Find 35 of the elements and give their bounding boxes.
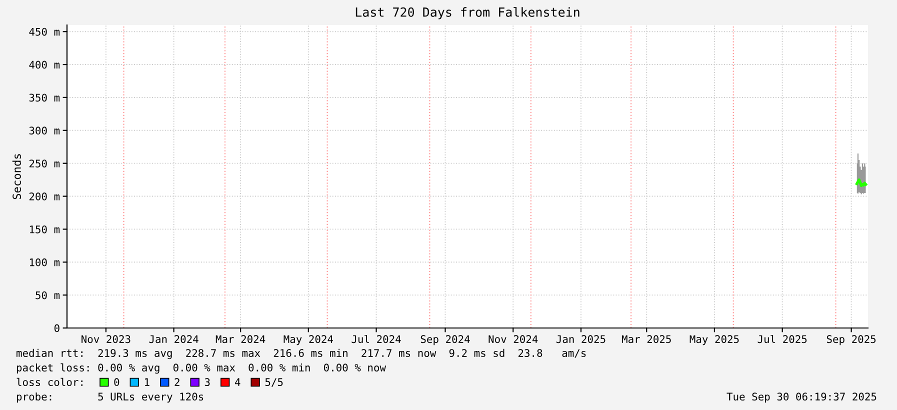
y-tick-label: 0 bbox=[54, 324, 60, 332]
legend-label: 5/5 bbox=[265, 378, 283, 387]
legend-label: 0 bbox=[114, 378, 120, 386]
x-tick-label: Jan 2024 bbox=[149, 335, 198, 344]
x-tick-label: Jan 2025 bbox=[556, 335, 606, 344]
y-tick-label: 300 m bbox=[29, 126, 60, 135]
y-tick-label: 400 m bbox=[29, 60, 60, 69]
y-tick-label: 150 m bbox=[30, 225, 60, 234]
x-tick-label: Mar 2024 bbox=[216, 335, 266, 344]
x-tick-label: Jul 2024 bbox=[352, 334, 401, 344]
legend-label: 2 bbox=[174, 378, 180, 386]
y-tick-label: 100 m bbox=[30, 258, 60, 266]
x-tick-label: Sep 2024 bbox=[420, 335, 470, 346]
x-tick-label: Mar 2025 bbox=[622, 335, 671, 344]
y-tick-label: 200 m bbox=[29, 192, 60, 200]
legend-label: 1 bbox=[145, 378, 150, 386]
y-tick-label: 450 m bbox=[29, 28, 60, 36]
text: probe: 5 URLs every 120s bbox=[16, 392, 204, 403]
y-tick-label: 250 m bbox=[29, 160, 60, 168]
x-tick-label: Jul 2025 bbox=[758, 334, 807, 344]
x-tick-label: Nov 2023 bbox=[82, 335, 130, 344]
legend-label: 3 bbox=[204, 378, 210, 386]
text: loss color: bbox=[16, 378, 82, 386]
text: packet loss: 0.00 % avg 0.00 % max 0.00 % min 0.00 % now bbox=[16, 363, 386, 374]
text: median rtt: 219.3 ms avg 228.7 ms max 216.6 ms min 217.7 ms now 9.2 ms sd 23.8 am/s bbox=[16, 348, 586, 360]
y-axis-title: Seconds bbox=[12, 154, 21, 200]
chart-title: Last 720 Days from Falkenstein bbox=[356, 7, 580, 20]
x-tick-label: May 2025 bbox=[690, 335, 739, 346]
x-tick-label: Nov 2024 bbox=[488, 335, 538, 344]
y-tick-label: 350 m bbox=[29, 94, 60, 102]
x-tick-label: May 2024 bbox=[284, 335, 333, 346]
legend-label: 4 bbox=[234, 378, 240, 386]
text: Tue Sep 30 06:19:37 2025 bbox=[726, 392, 876, 403]
x-tick-label: Sep 2025 bbox=[826, 335, 876, 346]
y-tick-label: 50 m bbox=[36, 291, 60, 300]
